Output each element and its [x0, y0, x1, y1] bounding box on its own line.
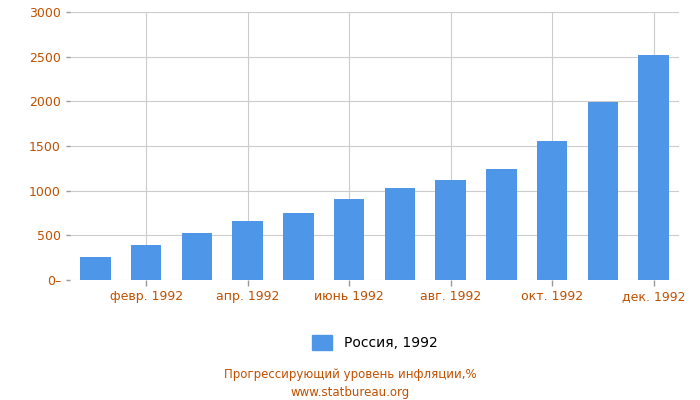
Text: Прогрессирующий уровень инфляции,%: Прогрессирующий уровень инфляции,% [224, 368, 476, 381]
Bar [181, 233, 212, 280]
Bar [334, 199, 364, 280]
Bar [283, 212, 314, 280]
Bar [385, 188, 415, 280]
Bar [232, 220, 263, 280]
Bar [131, 245, 161, 280]
Bar [638, 55, 668, 280]
Legend: Россия, 1992: Россия, 1992 [306, 330, 443, 356]
Bar [537, 141, 567, 280]
Bar [435, 180, 466, 280]
Text: www.statbureau.org: www.statbureau.org [290, 386, 410, 399]
Bar [80, 257, 111, 280]
Bar [486, 169, 517, 280]
Bar [587, 102, 618, 280]
